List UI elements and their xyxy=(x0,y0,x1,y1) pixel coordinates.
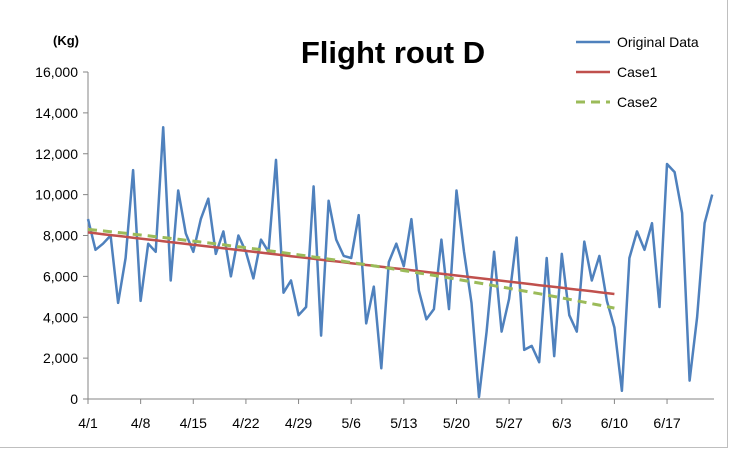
series-line-case1 xyxy=(87,231,615,296)
y-tick-label: 6,000 xyxy=(43,268,78,284)
x-tick-labels: 4/1 4/8 4/15 4/22 4/29 5/6 5/13 5/20 5/27 6/3 6/10… xyxy=(78,415,681,431)
legend-label-original-data: Original Data xyxy=(617,34,699,50)
series-lines xyxy=(86,125,714,399)
axes xyxy=(83,71,714,404)
x-tick-label: 5/13 xyxy=(390,415,417,431)
x-tick-label: 4/22 xyxy=(232,415,259,431)
y-tick-label: 0 xyxy=(70,391,78,407)
x-tick-label: 5/27 xyxy=(495,415,522,431)
y-tick-label: 8,000 xyxy=(43,228,78,244)
y-tick-label: 16,000 xyxy=(35,64,78,80)
series-line-case2 xyxy=(87,227,615,310)
x-tick-label: 5/20 xyxy=(443,415,470,431)
chart-title: Flight rout D xyxy=(301,35,485,70)
y-tick-label: 12,000 xyxy=(35,146,78,162)
legend-label-case2: Case2 xyxy=(617,94,658,110)
y-tick-label: 14,000 xyxy=(35,105,78,121)
y-tick-label: 10,000 xyxy=(35,187,78,203)
x-tick-label: 4/15 xyxy=(180,415,207,431)
y-tick-labels: 0 2,000 4,000 6,000 8,000 10,000 12,000 14,000 1… xyxy=(35,64,78,407)
x-tick-label: 6/17 xyxy=(653,415,680,431)
x-tick-label: 6/3 xyxy=(552,415,572,431)
series-line-original-data xyxy=(86,125,714,399)
y-tick-label: 2,000 xyxy=(43,350,78,366)
y-tick-label: 4,000 xyxy=(43,309,78,325)
x-tick-label: 5/6 xyxy=(341,415,361,431)
legend: Original Data Case1 Case2 xyxy=(576,34,699,110)
x-tick-label: 4/29 xyxy=(285,415,312,431)
x-tick-label: 4/1 xyxy=(78,415,98,431)
y-axis-unit-label: (Kg) xyxy=(53,33,79,48)
x-tick-label: 6/10 xyxy=(601,415,628,431)
x-tick-label: 4/8 xyxy=(131,415,151,431)
legend-label-case1: Case1 xyxy=(617,64,658,80)
